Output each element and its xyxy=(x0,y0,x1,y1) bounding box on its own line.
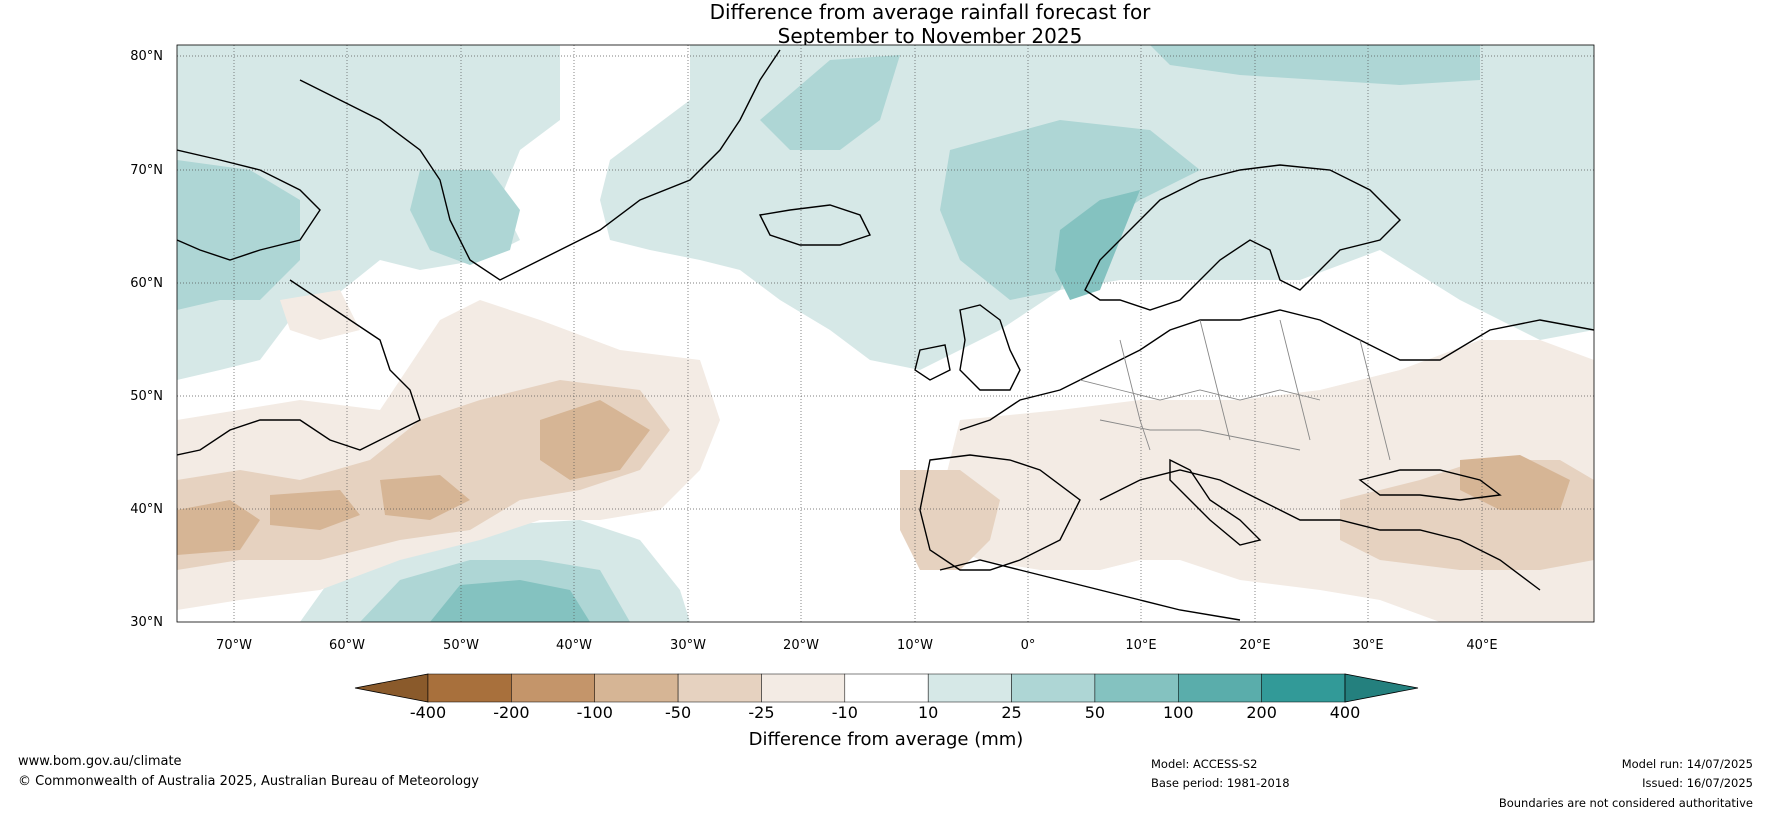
colorbar-tick-label: 10 xyxy=(918,703,938,722)
colorbar-swatch xyxy=(844,673,929,703)
graticule xyxy=(177,45,1594,622)
dry-region-iberia xyxy=(900,470,1000,570)
wet-region-arctic-mid xyxy=(760,55,900,150)
lat-label: 30°N xyxy=(130,615,163,630)
colorbar-tick-label: 25 xyxy=(1001,703,1021,722)
colorbar-tick-label: -50 xyxy=(665,703,691,722)
greenland-coast xyxy=(299,49,781,281)
wet-region-baffin xyxy=(177,160,300,310)
colorbar-swatch xyxy=(761,673,846,703)
lat-label: 70°N xyxy=(130,163,163,178)
wet-region-greenland-west xyxy=(177,45,560,380)
colorbar-swatch xyxy=(1261,673,1346,703)
rainfall-anomaly-layer xyxy=(177,45,1594,622)
lat-label: 80°N xyxy=(130,49,163,64)
colorbar: -400 -200 -100 -50 -25 -10 10 25 50 100 200 400 xyxy=(354,673,1419,722)
colorbar-tick-label: -100 xyxy=(577,703,613,722)
colorbar-swatch xyxy=(1011,673,1096,703)
lat-label: 40°N xyxy=(130,502,163,517)
lat-label: 50°N xyxy=(130,389,163,404)
colorbar-tick-label: -10 xyxy=(832,703,858,722)
lon-label: 30°W xyxy=(670,638,706,653)
lon-label: 30°E xyxy=(1352,638,1383,653)
colorbar-swatch xyxy=(511,673,595,703)
colorbar-tick-label: -25 xyxy=(748,703,774,722)
colorbar-swatch xyxy=(594,673,679,703)
disclaimer-text: Boundaries are not considered authoritat… xyxy=(1498,796,1753,810)
colorbar-swatch xyxy=(427,673,512,703)
longitude-labels: 70°W 60°W 50°W 40°W 30°W 20°W 10°W 0° 10… xyxy=(216,638,1498,653)
colorbar-swatch xyxy=(927,673,1012,703)
iceland-coast xyxy=(758,204,871,246)
lon-label: 40°E xyxy=(1466,638,1497,653)
europe-coast xyxy=(959,309,1594,431)
baffin-coast xyxy=(177,149,321,261)
website-text: www.bom.gov.au/climate xyxy=(18,754,182,769)
colorbar-extend-low xyxy=(354,673,429,703)
lon-label: 70°W xyxy=(216,638,252,653)
labrador-coast xyxy=(177,279,421,456)
dry-region-atlantic-center xyxy=(540,400,650,480)
colorbar-tick-label: 100 xyxy=(1163,703,1194,722)
lon-label: 40°W xyxy=(556,638,592,653)
map-frame xyxy=(176,44,1595,623)
wet-region-subtropical-inner xyxy=(430,580,590,622)
africa-coast xyxy=(939,559,1241,621)
lon-label: 10°W xyxy=(897,638,933,653)
colorbar-tick-label: 400 xyxy=(1330,703,1361,722)
dry-region-atlantic-west2 xyxy=(270,490,360,530)
black-sea-coast xyxy=(1358,469,1502,501)
lat-label: 60°N xyxy=(130,276,163,291)
latitude-labels: 80°N 70°N 60°N 50°N 40°N 30°N xyxy=(130,49,163,630)
colorbar-swatch xyxy=(677,673,762,703)
colorbar-extend-high xyxy=(1344,673,1419,703)
colorbar-swatch xyxy=(1094,673,1179,703)
model-text: Model: ACCESS-S2 xyxy=(1151,757,1258,771)
title-line-1: Difference from average rainfall forecas… xyxy=(709,0,1151,24)
lon-label: 20°E xyxy=(1239,638,1270,653)
wet-region-east-edge xyxy=(1560,150,1594,210)
colorbar-swatch xyxy=(1178,673,1262,703)
map-title: Difference from average rainfall forecas… xyxy=(600,0,1260,48)
borders xyxy=(1079,319,1391,461)
dry-region-atlantic-west xyxy=(177,500,260,555)
scandinavia-coast xyxy=(1084,164,1401,311)
base-period-text: Base period: 1981-2018 xyxy=(1151,776,1290,790)
lon-label: 60°W xyxy=(329,638,365,653)
wet-region-norway-core xyxy=(1055,190,1140,300)
italy-coast xyxy=(1169,458,1262,546)
colorbar-tick-label: -200 xyxy=(493,703,529,722)
mediterranean-coast xyxy=(1099,469,1541,591)
coastlines xyxy=(177,49,1594,621)
colorbar-tick-label: 200 xyxy=(1246,703,1277,722)
title-line-2: September to November 2025 xyxy=(777,24,1083,48)
british-isles-coast xyxy=(914,304,1021,391)
wet-region-north-sea xyxy=(940,120,1200,300)
wet-region-greenland-core xyxy=(410,170,520,265)
lon-label: 50°W xyxy=(443,638,479,653)
lon-label: 20°W xyxy=(783,638,819,653)
iberia-coast xyxy=(919,454,1081,571)
model-run-text: Model run: 14/07/2025 xyxy=(1621,757,1753,771)
colorbar-tick-label: 50 xyxy=(1085,703,1105,722)
wet-region-arctic-top xyxy=(1150,45,1480,85)
lon-label: 10°E xyxy=(1125,638,1156,653)
colorbar-tick-label: -400 xyxy=(410,703,446,722)
colorbar-title: Difference from average (mm) xyxy=(749,729,1024,750)
copyright-text: © Commonwealth of Australia 2025, Austra… xyxy=(18,774,479,789)
lon-label: 0° xyxy=(1021,638,1036,653)
issued-text: Issued: 16/07/2025 xyxy=(1642,776,1753,790)
dry-region-west-coast xyxy=(280,290,360,340)
